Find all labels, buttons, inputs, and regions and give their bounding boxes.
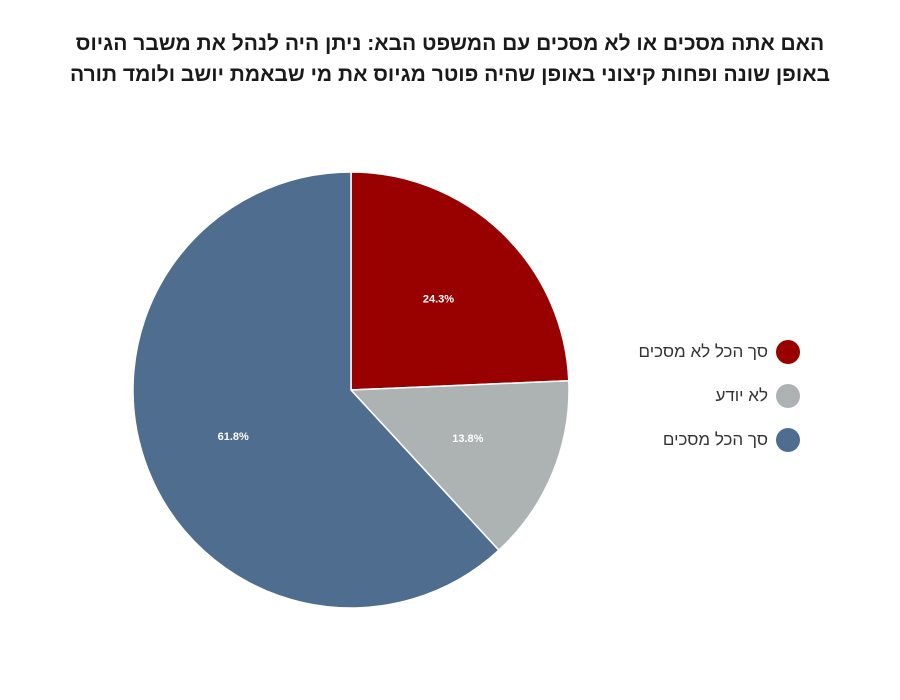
legend-item-disagree: סך הכל לא מסכים — [600, 330, 800, 374]
chart-legend: סך הכל לא מסכים לא יודע סך הכל מסכים — [600, 330, 800, 462]
chart-title-line-1: האם אתה מסכים או לא מסכים עם המשפט הבא: … — [75, 32, 825, 55]
slice-label-dont-know: 13.8% — [452, 433, 483, 445]
legend-swatch-dont-know — [776, 384, 800, 408]
legend-swatch-agree — [776, 428, 800, 452]
slice-label-disagree: 24.3% — [423, 294, 454, 306]
pie-slice-disagree — [350, 171, 570, 391]
legend-label-agree: סך הכל מסכים — [662, 430, 768, 449]
chart-title: האם אתה מסכים או לא מסכים עם המשפט הבא: … — [20, 28, 880, 90]
legend-label-dont-know: לא יודע — [715, 386, 768, 405]
legend-item-dont-know: לא יודע — [600, 374, 800, 418]
slice-label-agree: 61.8% — [218, 431, 249, 443]
legend-swatch-disagree — [776, 340, 800, 364]
legend-item-agree: סך הכל מסכים — [600, 418, 800, 462]
pie-slice-agree — [132, 171, 500, 609]
chart-title-line-2: באופן שונה ופחות קיצוני באופן שהיה פוטר … — [70, 63, 830, 86]
legend-label-disagree: סך הכל לא מסכים — [638, 342, 768, 361]
pie-slice-dont-know — [349, 379, 570, 552]
